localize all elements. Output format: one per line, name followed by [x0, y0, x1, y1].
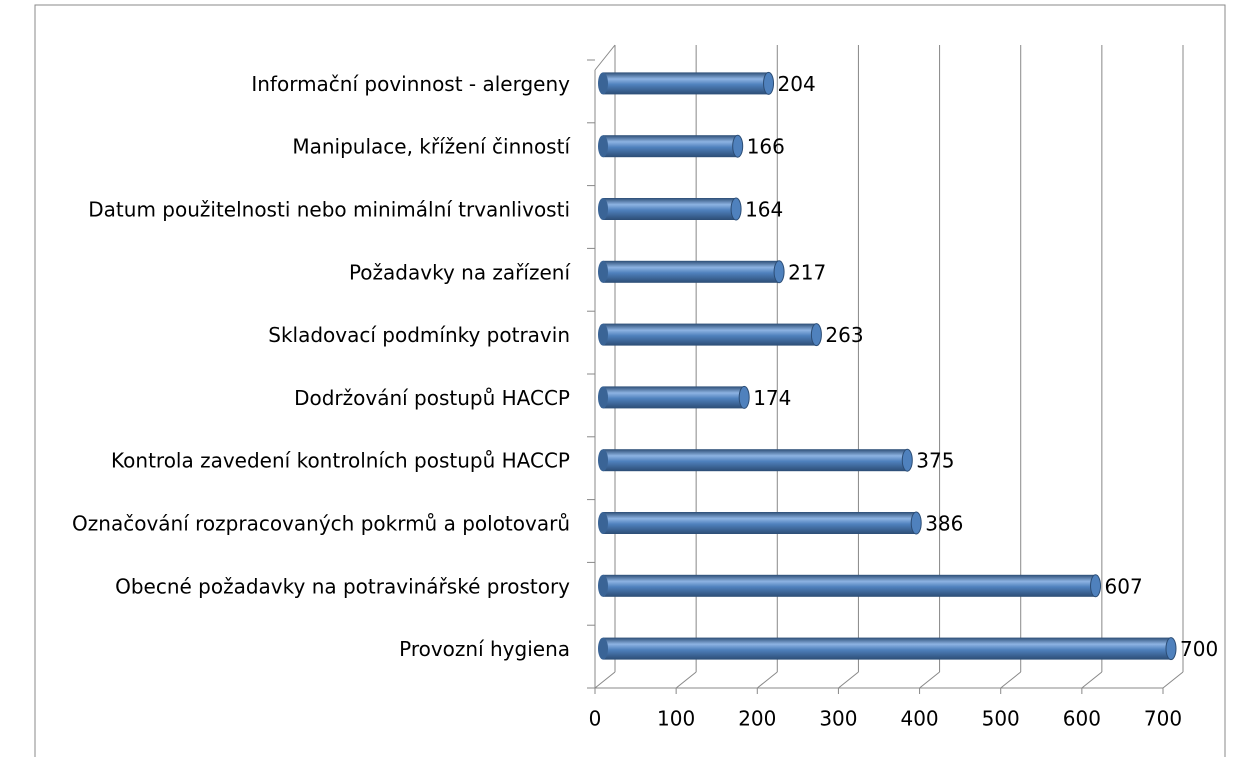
- x-tick-label: 500: [982, 707, 1020, 731]
- bar-cap: [598, 574, 608, 597]
- grid-line: [1000, 671, 1022, 689]
- grid-line: [919, 671, 940, 689]
- bar: [603, 260, 780, 283]
- grid-line: [1081, 671, 1103, 689]
- chart-frame: [34, 4, 1226, 757]
- y-tick-label: Požadavky na zařízení: [349, 260, 571, 284]
- value-label: 375: [916, 449, 954, 473]
- bar-cap: [598, 72, 608, 95]
- y-tick-label: Datum použitelnosti nebo minimální trvan…: [88, 198, 570, 222]
- y-tick-label: Dodržování postupů HACCP: [294, 386, 570, 410]
- bar-cap: [730, 197, 742, 221]
- x-tick-label: 600: [1063, 707, 1101, 731]
- grid-line: [594, 671, 616, 689]
- bar-cap: [763, 71, 775, 95]
- value-label: 700: [1180, 637, 1218, 661]
- y-tick-label: Informační povinnost - alergeny: [251, 72, 570, 96]
- grid-line: [756, 671, 778, 689]
- y-tick-label: Provozní hygiena: [399, 637, 570, 661]
- grid-line: [1162, 671, 1184, 689]
- bar-cap: [732, 134, 744, 158]
- x-tick-label: 700: [1144, 707, 1182, 731]
- x-tick-label: 300: [819, 707, 857, 731]
- value-label: 174: [753, 386, 791, 410]
- bar-cap: [598, 512, 608, 534]
- y-tick-label: Obecné požadavky na potravinářské prosto…: [115, 574, 570, 598]
- value-label: 607: [1105, 574, 1143, 598]
- bar-cap: [598, 260, 608, 283]
- bar-cap: [1165, 637, 1177, 661]
- bar-cap: [1090, 574, 1102, 598]
- bar: [603, 512, 917, 534]
- bar-cap: [773, 260, 785, 284]
- axis-line: [594, 44, 616, 71]
- bar: [603, 449, 908, 472]
- bar: [603, 198, 737, 220]
- x-tick-label: 200: [738, 707, 776, 731]
- bar-cap: [910, 511, 922, 535]
- grid-line: [838, 671, 859, 689]
- bar: [603, 323, 817, 346]
- bar-cap: [598, 135, 608, 158]
- value-label: 263: [825, 323, 863, 347]
- value-label: 166: [747, 135, 785, 159]
- y-tick-label: Označování rozpracovaných pokrmů a polot…: [72, 512, 570, 536]
- y-tick-label: Skladovací podmínky potravin: [268, 323, 570, 347]
- y-tick-label: Kontrola zavedení kontrolních postupů HA…: [111, 449, 570, 473]
- bar-cap: [738, 385, 750, 409]
- bar-cap: [810, 323, 822, 347]
- bar: [603, 574, 1096, 597]
- bar-cap: [598, 386, 608, 409]
- x-tick-label: 100: [657, 707, 695, 731]
- x-tick-label: 0: [589, 707, 602, 731]
- bar-cap: [598, 637, 608, 660]
- grid-line: [675, 671, 697, 689]
- value-label: 164: [745, 198, 783, 222]
- bar: [603, 135, 738, 158]
- y-tick-label: Manipulace, křížení činností: [292, 135, 571, 159]
- bar: [603, 72, 769, 95]
- bar-cap: [598, 449, 608, 472]
- bar: [603, 637, 1171, 660]
- value-label: 386: [925, 512, 963, 536]
- bar: [603, 386, 745, 409]
- bar-cap: [598, 198, 608, 220]
- x-tick-label: 400: [900, 707, 938, 731]
- value-label: 217: [788, 260, 826, 284]
- bar-cap: [901, 448, 913, 472]
- bar-cap: [598, 323, 608, 346]
- value-label: 204: [778, 72, 816, 96]
